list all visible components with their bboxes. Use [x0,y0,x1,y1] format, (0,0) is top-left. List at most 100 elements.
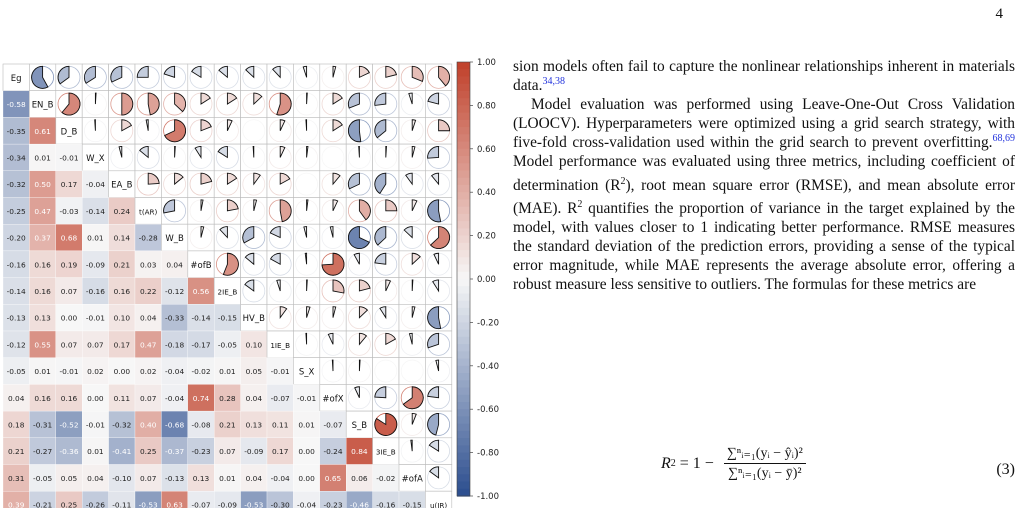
pie-slice [83,65,96,84]
correlation-value: 0.01 [298,420,315,429]
colorbar-segment [457,322,470,331]
citation-link[interactable]: 34,38 [542,75,565,87]
colorbar-segment [457,213,470,222]
equation-lhs: R [661,454,671,472]
correlation-value: -0.02 [376,474,395,483]
colorbar-segment [457,416,470,425]
colorbar-segment [457,141,470,150]
colorbar-segment [457,235,470,244]
pie-slice [353,252,360,265]
colorbar-segment [457,62,470,70]
correlation-value: 0.40 [140,420,157,429]
variable-label: S_X [299,368,315,378]
correlation-cell [161,410,188,438]
correlation-value: 0.47 [140,340,157,349]
correlation-cell [2,277,30,305]
correlation-value: 0.11 [114,394,131,403]
colorbar-segment [457,430,470,439]
pie-slice [244,252,255,266]
correlation-cell [161,277,188,305]
correlation-value: 0.65 [325,474,342,483]
correlation-value: 0.63 [166,501,183,508]
equation-fraction: ∑ⁿᵢ₌₁(yᵢ − ŷᵢ)² ∑ⁿᵢ₌₁(yᵢ − ȳ)² [723,445,806,482]
correlation-value: -0.04 [271,474,290,483]
pie-slice [385,145,387,158]
correlation-value: -0.04 [165,394,184,403]
correlation-value: -0.14 [191,314,210,323]
pie-slice [347,172,360,190]
pie-slice [427,199,442,223]
correlation-cell [108,224,136,252]
correlation-value: -0.01 [86,420,105,429]
colorbar-tick-label: -1.00 [477,492,499,502]
citation-link[interactable]: 68,69 [992,133,1016,145]
correlation-cell [187,410,215,438]
pie-slice [374,172,387,195]
paragraph-2-text-a: Model evaluation was performed using Lea… [513,96,1015,152]
correlation-value: 0.24 [114,207,131,216]
colorbar-segment [457,134,470,143]
colorbar-tick-label: 0.80 [477,101,496,111]
correlation-matrix-plot: Eg -0.58 EN_B -0.35 0.61 D_B -0.34 0.01 -0.01 W_X… [2,58,499,512]
equation-number: (3) [996,461,1015,478]
pie-slice [218,65,228,79]
correlation-value: -0.31 [33,420,52,429]
equation-denominator: ∑ⁿᵢ₌₁(yᵢ − ȳ)² [727,466,802,481]
correlation-value: 0.01 [87,234,104,243]
colorbar-segment [457,90,470,99]
pie-slice [174,92,187,113]
equation-equals: = 1 − [675,454,718,472]
pie-slice [279,119,286,131]
correlation-value: 0.01 [34,153,51,162]
correlation-cell [214,330,241,358]
pie-slice [329,226,334,238]
colorbar-tick-label: -0.40 [477,362,499,372]
correlation-cell [29,357,56,385]
pie-slice [279,199,292,223]
colorbar-tick-label: -0.60 [477,405,499,415]
variable-label: #ofA [402,474,423,484]
colorbar-segment [457,257,470,266]
variable-label: #ofX [322,394,343,404]
correlation-value: -0.01 [59,367,78,376]
pie-slice [429,466,440,479]
correlation-value: 0.21 [8,447,25,456]
variable-label: 2IE_B [218,287,238,296]
pie-slice [306,199,309,211]
pie-slice [110,65,123,83]
correlation-value: 0.02 [140,367,156,376]
pie-slice [252,145,255,158]
paragraph-2-text-d: quantifies the proportion of variance in… [513,199,1015,294]
colorbar-tick-label: 0.00 [477,275,496,285]
pie-slice [411,252,421,266]
pie-slice [191,65,202,79]
pie-slice [279,306,288,320]
pie-slice [61,92,81,116]
correlation-value: -0.23 [323,501,342,508]
correlation-cell [187,304,215,332]
correlation-cell [55,437,83,465]
correlation-value: 0.74 [193,394,210,403]
correlation-value: -0.16 [7,260,26,269]
pie-slice [427,92,440,105]
correlation-value: 0.00 [298,474,315,483]
pie-slice [244,279,255,292]
correlation-cell [134,277,162,305]
correlation-value: 0.11 [272,420,289,429]
pie-slice [332,279,345,294]
pie-slice [226,199,239,212]
correlation-cell [372,464,400,492]
correlation-cell [29,170,56,198]
pie-slice [347,119,362,143]
correlation-value: -0.30 [271,501,290,508]
correlation-cell [266,357,294,385]
pie-slice [332,119,343,132]
pie-slice [385,332,397,346]
correlation-value: -0.32 [7,180,26,189]
pie-slice [145,119,149,131]
correlation-value: 0.16 [34,260,51,269]
correlation-value: 0.13 [34,314,51,323]
colorbar-segment [457,264,470,273]
correlation-cell [293,410,320,438]
